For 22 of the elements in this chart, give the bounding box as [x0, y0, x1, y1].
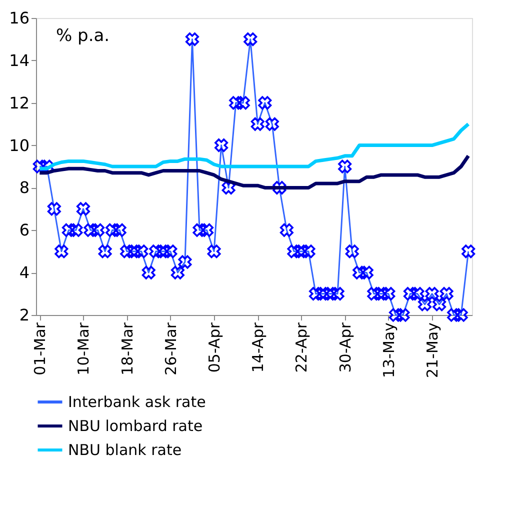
x-tick-label: 10-Mar [74, 322, 93, 376]
legend-label: NBU blank rate [68, 441, 182, 459]
legend-label: NBU lombard rate [68, 417, 203, 435]
x-tick-label: 05-Apr [206, 322, 224, 373]
x-tick-label: 18-Mar [118, 322, 136, 376]
legend-label: Interbank ask rate [68, 393, 206, 411]
x-tick-label: 14-Apr [249, 322, 268, 373]
y-tick-label: 16 [9, 8, 30, 28]
y-tick-label: 14 [9, 50, 30, 70]
y-tick-label: 2 [19, 306, 30, 324]
y-tick-label: 8 [19, 178, 30, 198]
y-axis-title: % p.a. [56, 26, 110, 46]
y-tick-label: 4 [19, 263, 30, 282]
x-tick-label: 01-Mar [31, 322, 50, 376]
y-tick-label: 12 [9, 93, 30, 112]
x-tick-label: 26-Mar [162, 322, 180, 376]
x-tick-label: 21-May [424, 322, 442, 378]
y-tick-label: 10 [9, 136, 30, 155]
y-tick-label: 6 [19, 220, 30, 240]
x-tick-label: 22-Apr [292, 322, 311, 373]
x-tick-label: 30-Apr [336, 322, 354, 373]
x-tick-label: 13-May [380, 322, 398, 378]
